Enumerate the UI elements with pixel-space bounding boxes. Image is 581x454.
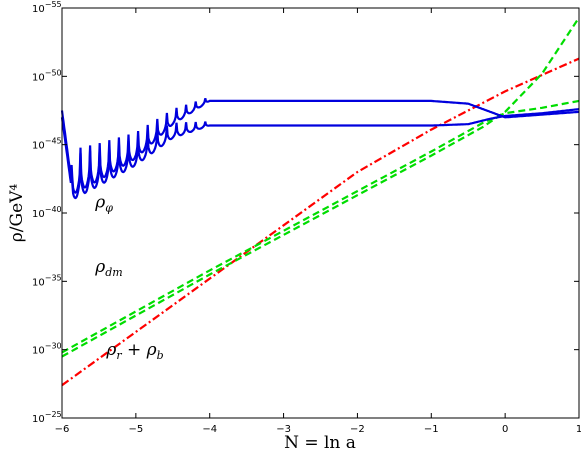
y-tick-label: 10−55: [32, 0, 62, 15]
x-tick-label: −4: [202, 424, 217, 435]
x-axis: −6 −5 −4 −3 −2 −1 0 1: [55, 8, 581, 435]
series-line-rho_rb: [61, 57, 580, 387]
x-tick-label: −5: [128, 424, 143, 435]
x-tick-label: 0: [502, 424, 508, 435]
x-tick-label: 1: [576, 424, 581, 435]
y-axis: 10−25 10−30 10−35 10−40 10−45 10−50 10−55: [32, 0, 579, 425]
annotation-rho_dm: ρdm: [94, 257, 122, 279]
annotation-rho_phi: ρφ: [94, 193, 113, 215]
y-tick-label: 10−35: [32, 273, 62, 288]
annotation-rho_rb: ρr + ρb: [105, 340, 163, 362]
x-tick-label: −1: [424, 424, 439, 435]
series-line-rho_dm_a: [61, 16, 580, 358]
y-tick-label: 10−30: [32, 342, 62, 357]
series-line-rho_phi_upper: [60, 108, 580, 200]
x-tick-label: −6: [55, 424, 70, 435]
plot-series: [60, 16, 580, 387]
y-tick-label: 10−40: [32, 205, 62, 220]
series-line-rho_dm_b: [61, 99, 580, 354]
y-tick-label: 10−25: [32, 410, 62, 425]
x-tick-label: −3: [276, 424, 291, 435]
y-tick-label: 10−50: [32, 68, 62, 83]
x-tick-label: −2: [350, 424, 365, 435]
y-axis-label: ρ/GeV⁴: [7, 184, 27, 243]
x-axis-label: N = ln a: [284, 433, 356, 453]
y-tick-label: 10−45: [32, 137, 62, 152]
series-line-rho_phi_lower: [60, 98, 579, 194]
annotations: ρr + ρb ρdm ρφ: [94, 193, 163, 363]
